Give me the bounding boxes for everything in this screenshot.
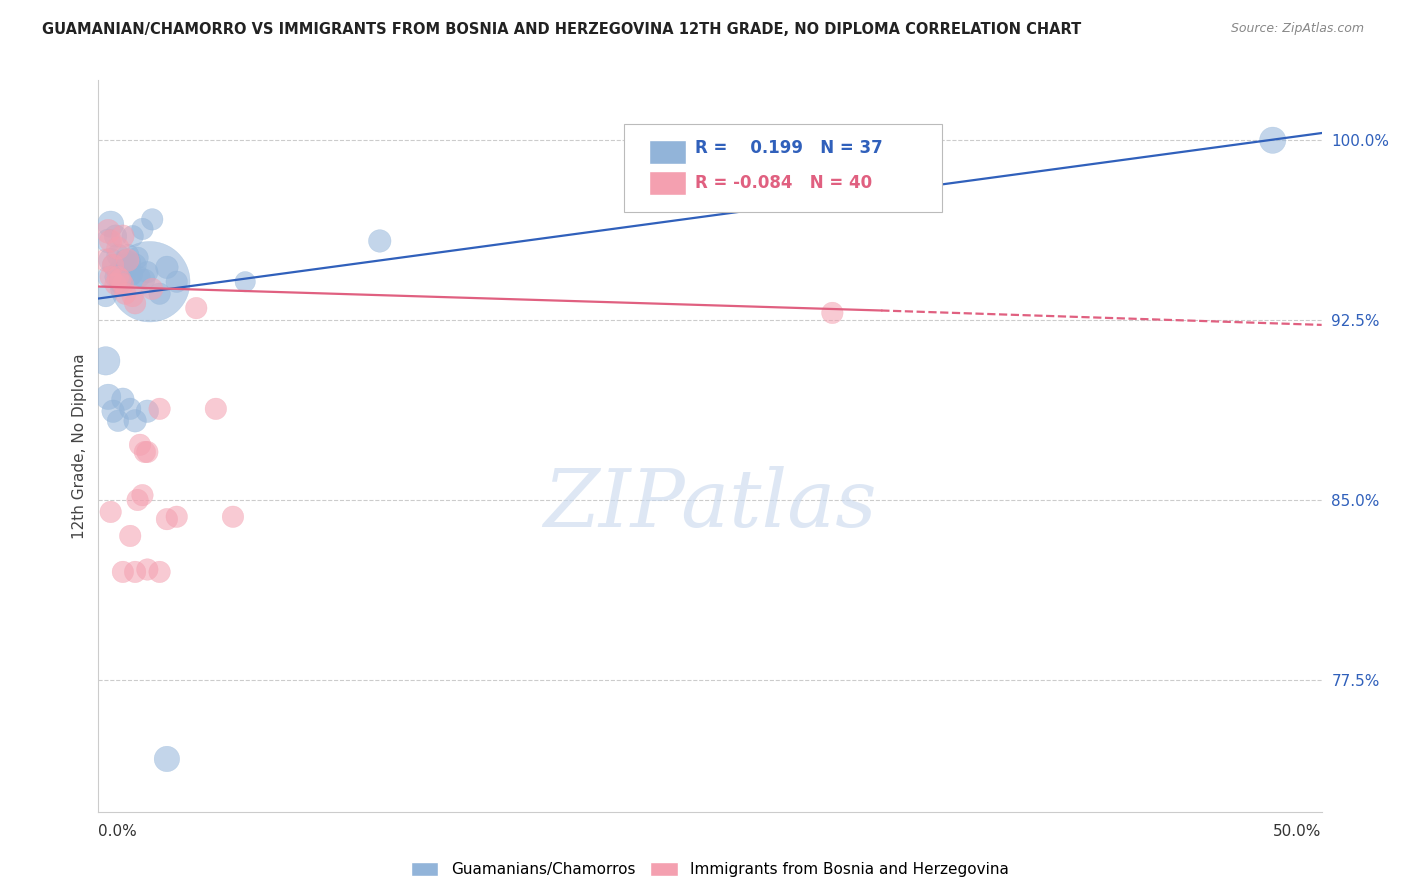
- Point: [97, 234, 120, 248]
- Point: [97, 390, 120, 404]
- Point: [127, 251, 149, 265]
- Point: [111, 272, 134, 286]
- Point: [114, 253, 136, 268]
- Point: [124, 258, 146, 272]
- Point: [186, 301, 208, 315]
- Point: [111, 258, 134, 272]
- Point: [131, 488, 153, 502]
- Point: [94, 253, 117, 268]
- Point: [149, 565, 172, 579]
- Point: [117, 248, 139, 262]
- Point: [101, 258, 124, 272]
- Point: [107, 265, 129, 279]
- Point: [110, 262, 132, 277]
- Text: R = -0.084   N = 40: R = -0.084 N = 40: [696, 174, 873, 192]
- Point: [136, 404, 159, 418]
- Point: [100, 505, 122, 519]
- Point: [100, 253, 122, 268]
- Point: [156, 512, 179, 526]
- Point: [121, 289, 143, 303]
- Point: [368, 234, 391, 248]
- Point: [222, 509, 245, 524]
- Point: [107, 248, 129, 262]
- Point: [111, 277, 134, 292]
- Point: [131, 222, 153, 236]
- Point: [100, 234, 122, 248]
- Point: [121, 229, 143, 244]
- Point: [111, 392, 134, 407]
- Text: Source: ZipAtlas.com: Source: ZipAtlas.com: [1230, 22, 1364, 36]
- Point: [156, 752, 179, 766]
- Bar: [650, 140, 686, 164]
- Bar: [650, 171, 686, 195]
- Point: [101, 258, 124, 272]
- Point: [97, 269, 120, 284]
- Point: [94, 354, 117, 368]
- Point: [149, 401, 172, 416]
- Point: [107, 269, 129, 284]
- Text: GUAMANIAN/CHAMORRO VS IMMIGRANTS FROM BOSNIA AND HERZEGOVINA 12TH GRADE, NO DIPL: GUAMANIAN/CHAMORRO VS IMMIGRANTS FROM BO…: [42, 22, 1081, 37]
- Point: [821, 306, 844, 320]
- Point: [120, 269, 142, 284]
- Text: 0.0%: 0.0%: [98, 823, 138, 838]
- Point: [205, 401, 228, 416]
- Point: [107, 241, 129, 255]
- Point: [104, 229, 127, 244]
- Point: [94, 289, 117, 303]
- Point: [111, 229, 134, 244]
- Point: [149, 286, 172, 301]
- Point: [166, 275, 188, 289]
- Point: [233, 275, 256, 289]
- Point: [136, 265, 159, 279]
- Text: R =    0.199   N = 37: R = 0.199 N = 37: [696, 139, 883, 157]
- Point: [121, 268, 143, 282]
- Point: [120, 401, 142, 416]
- Point: [166, 509, 188, 524]
- Point: [124, 296, 146, 310]
- Point: [124, 414, 146, 428]
- Point: [117, 260, 139, 275]
- Point: [120, 255, 142, 269]
- Point: [156, 260, 179, 275]
- Point: [110, 272, 132, 286]
- Point: [97, 224, 120, 238]
- Point: [141, 212, 163, 227]
- Point: [141, 282, 163, 296]
- Point: [100, 217, 122, 231]
- Point: [129, 269, 152, 284]
- Point: [117, 253, 139, 268]
- Point: [110, 277, 132, 292]
- Point: [104, 277, 127, 292]
- Point: [1261, 133, 1284, 147]
- Point: [114, 286, 136, 301]
- Point: [100, 269, 122, 284]
- Point: [104, 269, 127, 284]
- Point: [107, 414, 129, 428]
- Text: ZIPatlas: ZIPatlas: [543, 466, 877, 543]
- Point: [136, 562, 159, 576]
- Point: [127, 492, 149, 507]
- Point: [134, 445, 156, 459]
- Point: [101, 404, 124, 418]
- Point: [124, 565, 146, 579]
- Point: [134, 272, 156, 286]
- Point: [120, 529, 142, 543]
- FancyBboxPatch shape: [624, 124, 942, 212]
- Point: [111, 565, 134, 579]
- Y-axis label: 12th Grade, No Diploma: 12th Grade, No Diploma: [72, 353, 87, 539]
- Text: 50.0%: 50.0%: [1274, 823, 1322, 838]
- Legend: Guamanians/Chamorros, Immigrants from Bosnia and Herzegovina: Guamanians/Chamorros, Immigrants from Bo…: [411, 863, 1010, 877]
- Point: [136, 445, 159, 459]
- Point: [129, 438, 152, 452]
- Point: [139, 275, 162, 289]
- Point: [114, 268, 136, 282]
